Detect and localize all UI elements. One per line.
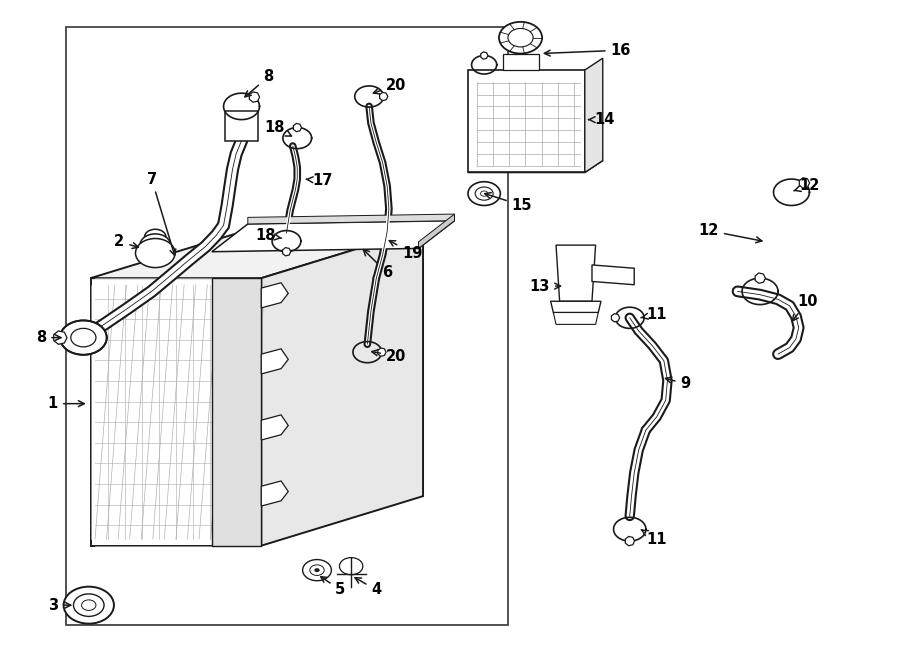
Text: 15: 15	[485, 193, 532, 213]
Polygon shape	[468, 70, 585, 173]
Circle shape	[136, 238, 175, 267]
Polygon shape	[585, 58, 603, 173]
Text: 10: 10	[792, 294, 818, 321]
Text: 3: 3	[48, 598, 71, 612]
Circle shape	[302, 559, 331, 581]
Text: 8: 8	[36, 330, 61, 345]
Text: 14: 14	[589, 112, 615, 127]
Polygon shape	[378, 348, 386, 356]
Polygon shape	[91, 278, 261, 545]
Circle shape	[82, 600, 96, 610]
Polygon shape	[481, 52, 488, 59]
Polygon shape	[799, 178, 810, 188]
Text: 9: 9	[665, 377, 690, 391]
Polygon shape	[293, 123, 302, 132]
Circle shape	[339, 557, 363, 575]
Circle shape	[310, 565, 324, 575]
Circle shape	[508, 28, 533, 47]
Polygon shape	[468, 161, 603, 173]
Polygon shape	[626, 536, 634, 545]
Polygon shape	[418, 214, 454, 248]
Text: 12: 12	[794, 178, 820, 193]
Text: 6: 6	[364, 250, 392, 281]
Text: 13: 13	[530, 279, 561, 293]
Circle shape	[60, 320, 107, 355]
Polygon shape	[502, 54, 538, 70]
Polygon shape	[212, 278, 261, 545]
Polygon shape	[755, 273, 765, 283]
Text: 4: 4	[355, 578, 382, 598]
Text: 16: 16	[544, 43, 631, 58]
Text: 11: 11	[641, 307, 667, 322]
Polygon shape	[380, 93, 388, 101]
Polygon shape	[54, 331, 67, 344]
Polygon shape	[212, 220, 454, 252]
Circle shape	[481, 191, 488, 196]
Text: 2: 2	[114, 234, 139, 250]
Text: 19: 19	[389, 241, 422, 261]
Polygon shape	[261, 481, 288, 506]
Circle shape	[74, 594, 104, 616]
Text: 20: 20	[372, 349, 406, 363]
Text: 7: 7	[147, 171, 176, 256]
Circle shape	[499, 22, 542, 54]
Text: 17: 17	[306, 173, 333, 188]
Text: 5: 5	[320, 577, 346, 598]
Polygon shape	[261, 349, 288, 374]
Polygon shape	[261, 228, 423, 545]
Text: 20: 20	[374, 77, 406, 94]
Polygon shape	[91, 228, 423, 278]
Text: 11: 11	[641, 530, 667, 547]
Polygon shape	[551, 301, 601, 312]
Circle shape	[468, 181, 500, 205]
Circle shape	[140, 234, 170, 256]
Polygon shape	[261, 415, 288, 440]
Circle shape	[145, 229, 166, 245]
Text: 18: 18	[256, 228, 282, 244]
Polygon shape	[249, 92, 259, 102]
Text: 12: 12	[698, 223, 762, 243]
Polygon shape	[225, 111, 257, 141]
Circle shape	[71, 328, 96, 347]
Polygon shape	[261, 283, 288, 308]
FancyBboxPatch shape	[67, 27, 508, 625]
Polygon shape	[248, 214, 454, 224]
Circle shape	[314, 568, 319, 572]
Polygon shape	[611, 314, 620, 322]
Circle shape	[64, 587, 114, 624]
Circle shape	[475, 187, 493, 200]
Polygon shape	[554, 312, 598, 324]
Polygon shape	[283, 248, 291, 256]
Polygon shape	[592, 265, 634, 285]
Text: 8: 8	[245, 69, 274, 97]
Polygon shape	[556, 245, 596, 301]
Text: 18: 18	[265, 120, 292, 136]
Text: 1: 1	[48, 396, 85, 411]
